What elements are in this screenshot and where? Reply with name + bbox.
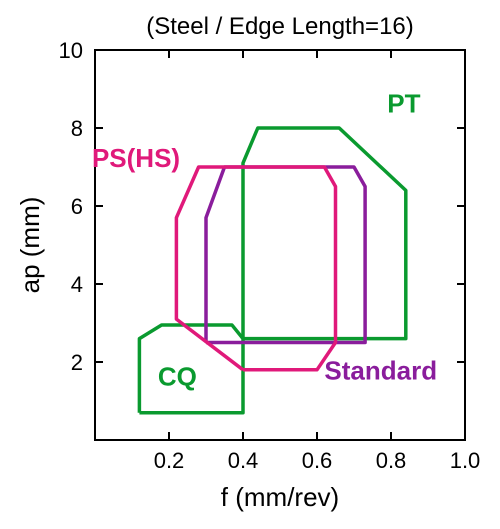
chart-svg: (Steel / Edge Length=16) 0.2 0.4 0.6 0.8 1.0 2…	[0, 0, 500, 529]
y-tick-label: 8	[71, 116, 83, 141]
region-label-PT: PT	[387, 88, 420, 118]
region-label-CQ: CQ	[158, 361, 197, 391]
x-tick-label: 0.2	[154, 448, 185, 473]
y-tick-label: 4	[71, 272, 83, 297]
x-axis-label: f (mm/rev)	[221, 482, 339, 512]
region-label-PSHS: PS(HS)	[92, 143, 180, 173]
y-tick-label: 2	[71, 350, 83, 375]
x-tick-label: 0.4	[228, 448, 259, 473]
y-tick-label: 10	[59, 38, 83, 63]
x-tick-label: 1.0	[450, 448, 481, 473]
y-axis-label: ap (mm)	[15, 197, 45, 294]
x-tick-label: 0.6	[302, 448, 333, 473]
chart-title: (Steel / Edge Length=16)	[146, 13, 414, 40]
region-label-Standard: Standard	[324, 356, 437, 386]
chart-container: { "title": "(Steel / Edge Length=16)", "…	[0, 0, 500, 529]
x-tick-label: 0.8	[376, 448, 407, 473]
y-tick-label: 6	[71, 194, 83, 219]
